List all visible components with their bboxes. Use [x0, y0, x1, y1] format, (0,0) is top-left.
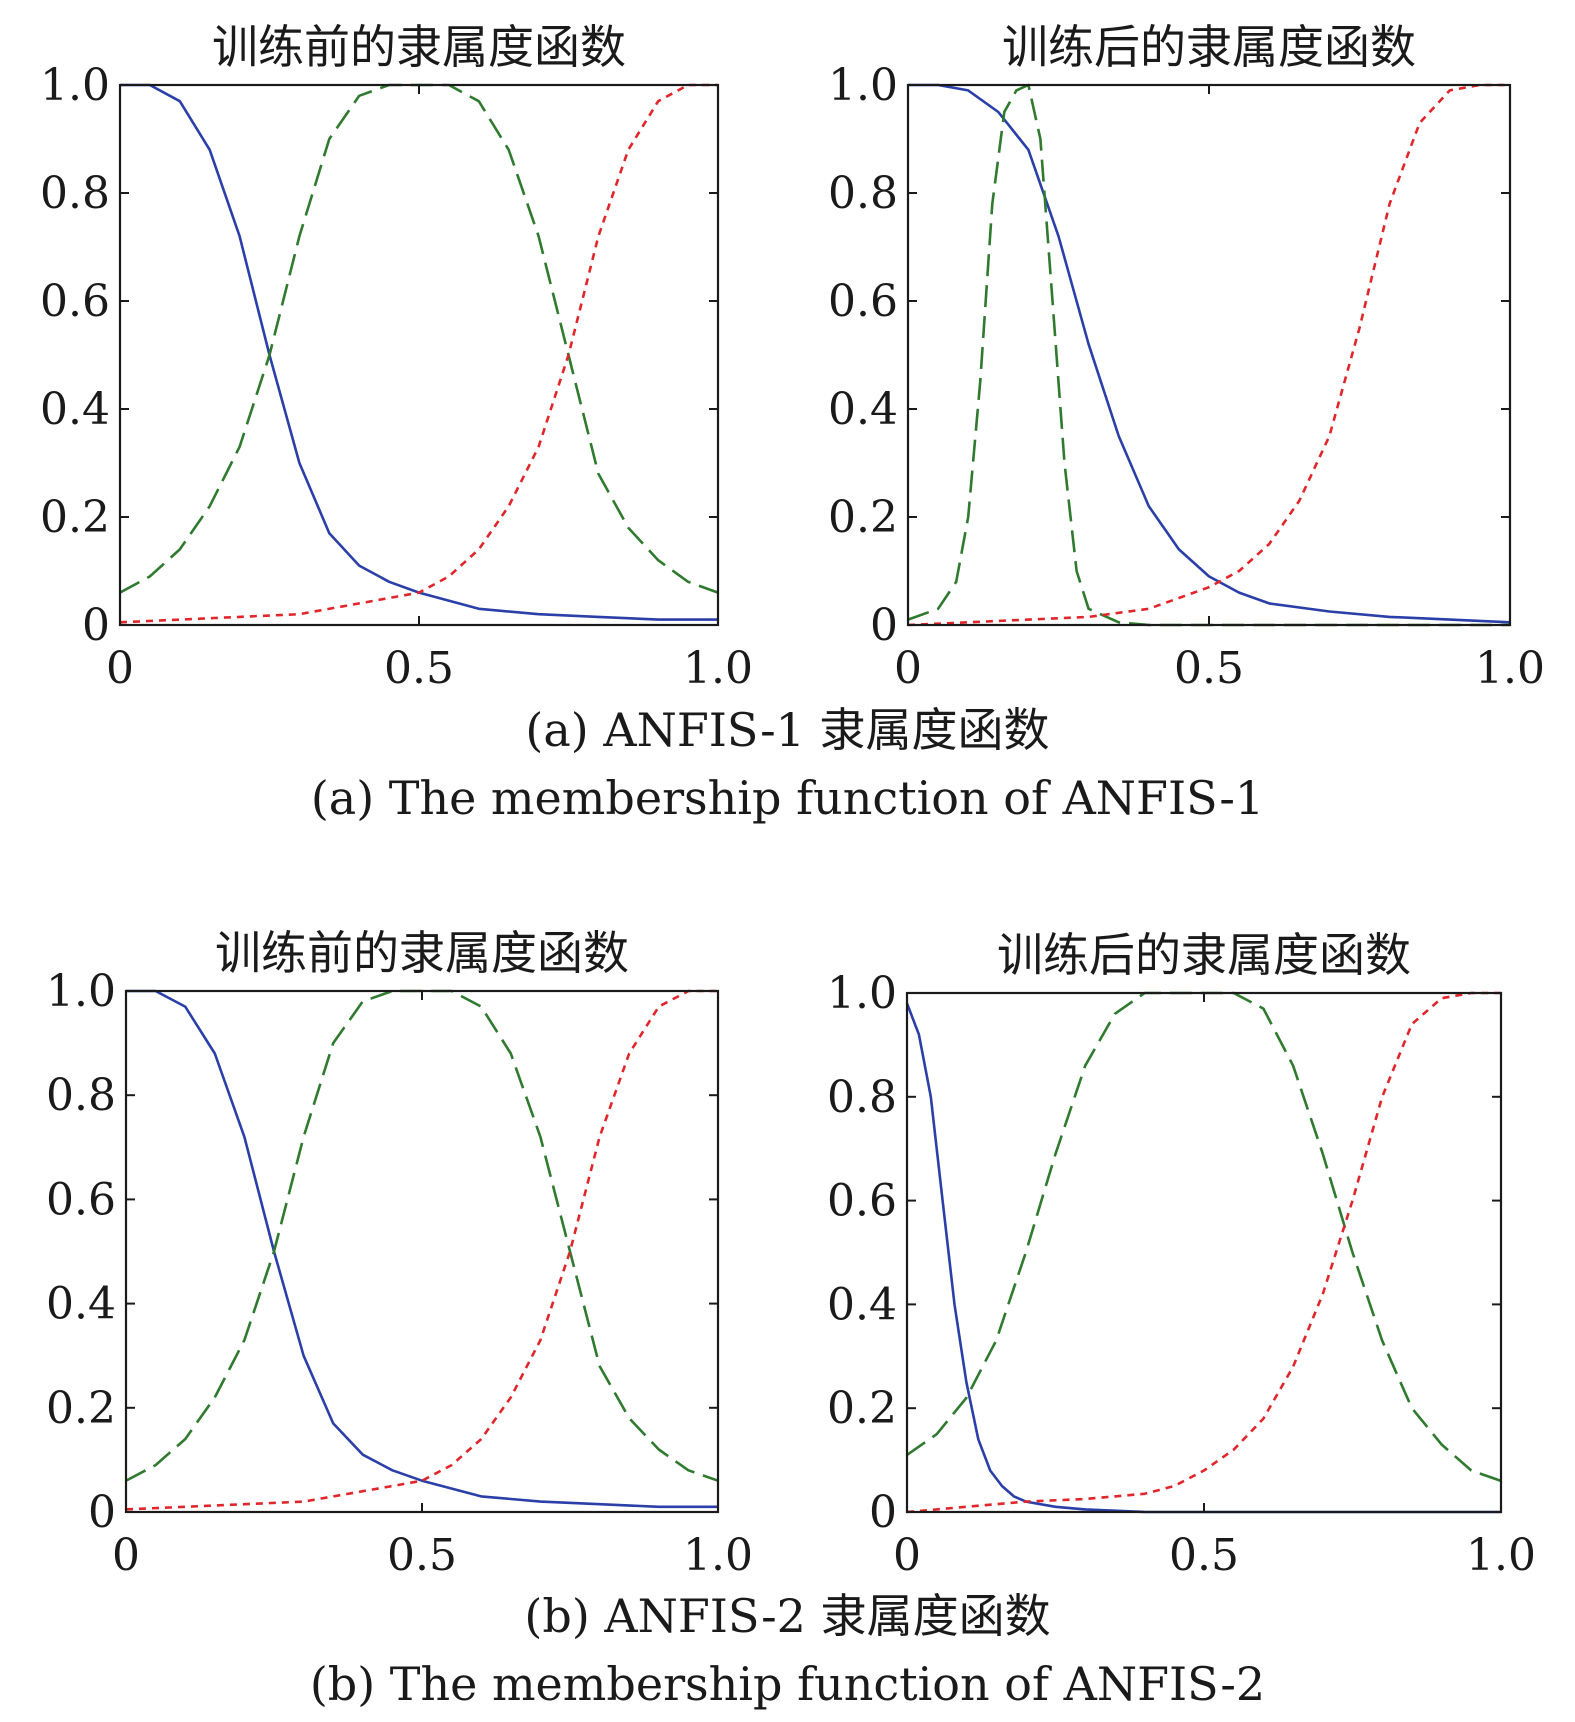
y-tick-label: 0 [869, 1487, 897, 1538]
chart-panel-3: 训练前的隶属度函数 0 0.2 0.4 0.6 0.8 1.0 0 0.5 1.0 [46, 926, 753, 1581]
plot-frame [124, 989, 720, 1514]
y-tick-label: 0 [870, 600, 898, 651]
series-line-dashed [906, 991, 1502, 1483]
series-line-dotted [907, 83, 1510, 627]
chart-title: 训练前的隶属度函数 [212, 20, 626, 74]
series-line-solid [126, 989, 718, 1509]
chart-panel-4: 训练后的隶属度函数 0 0.2 0.4 0.6 0.8 1.0 0 0.5 1.0 [827, 928, 1536, 1581]
y-tick-label: 0.2 [827, 1383, 897, 1434]
x-tick-label: 0 [893, 1530, 921, 1581]
y-tick-label: 1.0 [828, 60, 898, 111]
chart-panel-2: 训练后的隶属度函数 0 0.2 0.4 0.6 0.8 1.0 0 0.5 1.0 [828, 20, 1545, 694]
y-tick-label: 0.8 [828, 168, 898, 219]
y-tick-label: 0.8 [46, 1070, 116, 1121]
x-tick-label: 0.5 [384, 643, 454, 694]
series-line-dashed [125, 989, 719, 1482]
x-tick-label: 1.0 [683, 1530, 753, 1581]
caption-a-chinese: (a) ANFIS-1 隶属度函数 [525, 703, 1050, 757]
y-tick-label: 0.4 [40, 384, 110, 435]
x-tick-label: 1.0 [1475, 643, 1545, 694]
series-line-dotted [119, 83, 718, 624]
y-tick-label: 1.0 [46, 966, 116, 1017]
y-tick-label: 0.6 [827, 1176, 897, 1227]
y-tick-label: 0.6 [46, 1174, 116, 1225]
x-tick-label: 1.0 [683, 643, 753, 694]
x-tick-label: 0 [894, 643, 922, 694]
chart-title: 训练后的隶属度函数 [997, 928, 1411, 982]
x-tick-label: 0.5 [1169, 1530, 1239, 1581]
plot-frame [905, 991, 1503, 1514]
y-tick-label: 0.2 [40, 492, 110, 543]
series-line-dotted [125, 989, 718, 1511]
y-tick-label: 1.0 [827, 968, 897, 1019]
chart-title: 训练前的隶属度函数 [215, 926, 629, 980]
series-line-solid [120, 83, 718, 621]
series-line-dashed [907, 83, 1510, 627]
y-tick-label: 0.8 [40, 168, 110, 219]
y-tick-label: 0.6 [828, 276, 898, 327]
x-tick-label: 0 [106, 643, 134, 694]
y-tick-label: 1.0 [40, 60, 110, 111]
x-tick-label: 0.5 [387, 1530, 457, 1581]
y-tick-label: 0.4 [827, 1279, 897, 1330]
plot-frame [118, 83, 720, 627]
series-line-solid [908, 83, 1511, 624]
y-tick-label: 0.2 [46, 1383, 116, 1434]
caption-b-chinese: (b) ANFIS-2 隶属度函数 [524, 1589, 1051, 1643]
y-tick-label: 0 [88, 1487, 116, 1538]
x-tick-label: 1.0 [1466, 1530, 1536, 1581]
series-line-dotted [906, 991, 1501, 1514]
x-tick-label: 0.5 [1174, 643, 1244, 694]
y-tick-label: 0.4 [828, 384, 898, 435]
y-tick-label: 0.2 [828, 492, 898, 543]
y-tick-label: 0.6 [40, 276, 110, 327]
caption-b-english: (b) The membership function of ANFIS-2 [309, 1657, 1266, 1711]
series-line-solid [905, 1002, 1501, 1514]
y-tick-label: 0 [82, 600, 110, 651]
y-tick-label: 0.8 [827, 1072, 897, 1123]
chart-title: 训练后的隶属度函数 [1002, 20, 1416, 74]
series-line-dashed [119, 83, 719, 594]
x-tick-label: 0 [112, 1530, 140, 1581]
chart-panel-1: 训练前的隶属度函数 0 0.2 0.4 0.6 0.8 1.0 0 0.5 1.0 [40, 20, 753, 694]
y-tick-label: 0.4 [46, 1279, 116, 1330]
caption-a-english: (a) The membership function of ANFIS-1 [310, 771, 1265, 825]
